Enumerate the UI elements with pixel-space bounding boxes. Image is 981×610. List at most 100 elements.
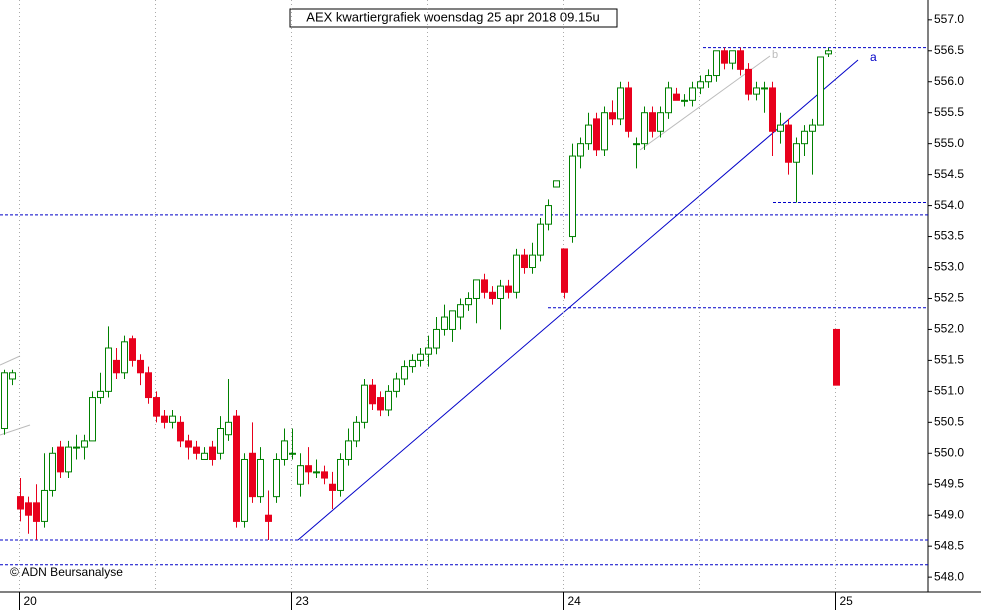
candle-body [713, 50, 720, 77]
chart-title: AEX kwartiergrafiek woensdag 25 apr 2018… [306, 9, 599, 24]
candle-body [129, 338, 136, 361]
candle-body [561, 248, 568, 293]
candle-body [737, 50, 744, 70]
candle-body [689, 87, 696, 101]
y-tick-label: 553.5 [934, 229, 964, 243]
y-tick-label: 556.5 [934, 43, 964, 57]
candle-body [785, 124, 792, 163]
candle-body [377, 397, 384, 411]
candle-body [777, 124, 784, 132]
candle-body [137, 359, 144, 374]
candle-body [433, 328, 440, 349]
candle-body [89, 397, 96, 442]
y-tick-label: 550.5 [934, 414, 964, 428]
candle-body [617, 87, 624, 120]
y-tick-label: 552.0 [934, 322, 964, 336]
candle-body [545, 205, 552, 225]
y-tick-label: 551.5 [934, 353, 964, 367]
candle-body [9, 372, 16, 380]
candle-body [201, 452, 208, 460]
y-tick-label: 555.0 [934, 136, 964, 150]
candle-body [665, 87, 672, 114]
y-tick-label: 549.0 [934, 507, 964, 521]
candle-body [97, 390, 104, 399]
candle-body [257, 458, 264, 498]
candle-body [113, 359, 120, 374]
candle-body [721, 50, 728, 64]
candle-body [17, 496, 24, 510]
candle-body [193, 446, 200, 454]
candle-body [25, 502, 32, 516]
y-tick-label: 557.0 [934, 12, 964, 26]
x-tick-label: 20 [24, 594, 38, 608]
candle-body [473, 279, 480, 299]
candle-body [385, 390, 392, 411]
candle-body [625, 87, 632, 132]
title-box [289, 8, 618, 28]
y-tick-label: 550.0 [934, 445, 964, 459]
candle-body [321, 471, 328, 479]
candle-body [209, 446, 216, 460]
candle-body [369, 384, 376, 405]
y-tick-label: 548.0 [934, 569, 964, 583]
candle-body [121, 341, 128, 374]
x-tick-label: 25 [840, 594, 854, 608]
candle-body [265, 514, 272, 522]
candle-body [177, 421, 184, 442]
y-tick-label: 552.5 [934, 291, 964, 305]
candle-body [33, 502, 40, 522]
candle-body [41, 489, 48, 522]
copyright: © ADN Beursanalyse [10, 565, 123, 579]
candle-body [49, 452, 56, 491]
candle-body [593, 118, 600, 151]
candle-body [73, 446, 80, 449]
candle-body [345, 440, 352, 460]
candle-body [281, 440, 288, 460]
candle-body [425, 347, 432, 355]
y-tick-label: 556.0 [934, 74, 964, 88]
candle-body [169, 415, 176, 423]
trendline-label: b [772, 49, 778, 61]
y-tick-label: 548.5 [934, 538, 964, 552]
candle-body [833, 328, 840, 386]
x-tick-label: 24 [568, 594, 582, 608]
candle-body [353, 421, 360, 442]
candle-body [233, 415, 240, 522]
candle-body [65, 446, 72, 473]
candle-body [161, 415, 168, 423]
candle-body [481, 279, 488, 293]
candle-body [457, 304, 464, 318]
candle-body [825, 50, 832, 55]
candle-body [601, 112, 608, 151]
candle-body [145, 372, 152, 399]
candle-body [633, 143, 640, 146]
candle-body [417, 353, 424, 361]
y-tick-label: 554.5 [934, 167, 964, 181]
candle-body [505, 285, 512, 293]
candle-body [681, 99, 688, 102]
candle-body [297, 465, 304, 485]
candle-body [313, 471, 320, 474]
candle-body [609, 112, 616, 120]
candle-body [673, 93, 680, 101]
candle-body [81, 440, 88, 448]
candle-body [449, 310, 456, 330]
candle-body [497, 285, 504, 299]
y-tick-label: 553.0 [934, 260, 964, 274]
trendline-label: a [870, 50, 877, 64]
candle-body [753, 87, 760, 95]
y-tick-label: 554.0 [934, 198, 964, 212]
candle-body [241, 458, 248, 522]
candle-body [761, 87, 768, 90]
candle-body [441, 316, 448, 330]
candle-body [657, 112, 664, 132]
candle-body [337, 458, 344, 491]
candle-body [185, 440, 192, 448]
y-tick-label: 551.0 [934, 384, 964, 398]
candle-body [289, 452, 296, 455]
candle-body [641, 112, 648, 145]
candle-body [793, 143, 800, 163]
candle-body [57, 446, 64, 473]
